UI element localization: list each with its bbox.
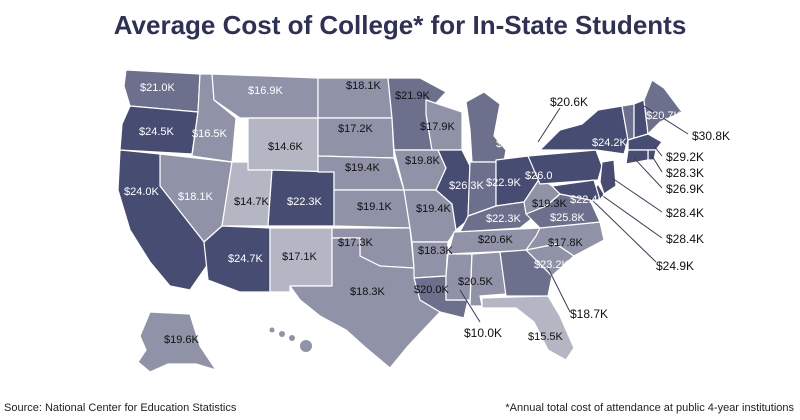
- label-WA: $21.0K: [140, 82, 176, 94]
- state-MS: [445, 253, 473, 301]
- label-UT: $14.7K: [234, 196, 270, 208]
- label-IL: $26.3K: [449, 180, 485, 192]
- label-MA: $29.2K: [666, 150, 704, 164]
- label-AR: $18.3K: [418, 245, 454, 257]
- label-PA: $22.4K: [570, 194, 606, 206]
- state-HI: [269, 327, 312, 352]
- label-OH: $26.0: [525, 170, 553, 182]
- state-GA: [499, 249, 553, 297]
- label-MT: $16.9K: [248, 85, 284, 97]
- leader-MA: [653, 145, 663, 157]
- label-MI: $24.8K: [496, 138, 532, 150]
- source-note: Source: National Center for Education St…: [4, 402, 237, 414]
- label-WI: $17.9K: [420, 121, 456, 133]
- state-NJ: [599, 159, 617, 195]
- leader-DE: [599, 193, 663, 239]
- label-LA: $20.0K: [414, 284, 450, 296]
- label-IA: $19.8K: [405, 155, 441, 167]
- label-IN: $22.9K: [486, 177, 522, 189]
- label-NJ: $28.4K: [666, 206, 704, 220]
- map-title: Average Cost of College* for In-State St…: [113, 10, 687, 40]
- label-SD: $17.2K: [338, 123, 374, 135]
- label-NH: $30.8K: [692, 129, 730, 143]
- label-ND: $18.1K: [346, 80, 382, 92]
- label-DE: $28.4K: [666, 232, 704, 246]
- label-WY: $14.6K: [268, 141, 304, 153]
- state-CA: [117, 149, 209, 291]
- state-MI: [465, 91, 507, 163]
- label-MS: $10.0K: [464, 326, 502, 340]
- state-ME: [643, 79, 683, 135]
- state-MA: [627, 133, 663, 151]
- label-GA: $23.2K: [534, 259, 570, 271]
- label-MD: $24.9K: [656, 259, 694, 273]
- label-ID: $16.5K: [192, 128, 228, 140]
- label-TX: $18.3K: [350, 286, 386, 298]
- state-AK: [137, 311, 217, 373]
- leader-lines: [459, 105, 689, 323]
- label-FL: $15.5K: [528, 331, 564, 343]
- state-MD: [551, 179, 601, 201]
- leader-MD: [587, 195, 657, 263]
- label-AZ: $24.7K: [228, 253, 264, 265]
- label-ME: $20.7K: [646, 110, 682, 122]
- state-PA: [527, 149, 603, 185]
- label-AL: $20.5K: [458, 276, 494, 288]
- leader-RI: [651, 155, 663, 173]
- label-AK: $19.6K: [164, 334, 200, 346]
- state-RI: [647, 149, 657, 161]
- state-CT: [625, 149, 649, 165]
- leader-CT: [633, 157, 663, 189]
- label-CO: $22.3K: [287, 196, 323, 208]
- label-TN: $20.6K: [478, 234, 514, 246]
- label-MN: $21.9K: [395, 90, 431, 102]
- label-NM: $17.1K: [282, 251, 318, 263]
- outside-labels: $20.6K $30.8K $29.2K $28.3K $26.9K $28.4…: [464, 95, 730, 340]
- leader-SC: [547, 267, 571, 313]
- label-NY: $24.2K: [592, 137, 628, 149]
- label-NV: $18.1K: [178, 191, 214, 203]
- label-VT: $20.6K: [550, 95, 588, 109]
- state-IL: [435, 149, 471, 231]
- value-labels: $21.0K $24.5K $16.5K $16.9K $14.6K $18.1…: [124, 80, 682, 346]
- leader-VT: [537, 107, 561, 143]
- leader-NJ: [611, 177, 663, 213]
- label-OR: $24.5K: [139, 126, 175, 138]
- label-RI: $28.3K: [666, 166, 704, 180]
- label-KS: $19.1K: [357, 201, 393, 213]
- label-MO: $19.4K: [416, 203, 452, 215]
- leader-MS: [459, 289, 481, 323]
- label-CA: $24.0K: [124, 186, 160, 198]
- state-NC: [525, 221, 605, 257]
- footnote: *Annual total cost of attendance at publ…: [505, 402, 794, 414]
- state-FL: [481, 295, 575, 361]
- label-SC: $18.7K: [570, 307, 608, 321]
- state-TX: [289, 237, 441, 369]
- label-OK: $17.3K: [338, 237, 374, 249]
- label-WV: $19.3K: [532, 198, 568, 210]
- label-NE: $19.4K: [345, 162, 381, 174]
- label-NC: $17.8K: [548, 237, 584, 249]
- label-CT: $26.9K: [666, 182, 704, 196]
- label-KY: $22.3K: [486, 213, 522, 225]
- state-OR: [119, 105, 199, 155]
- leader-NH: [643, 105, 689, 135]
- label-VA: $25.8K: [550, 212, 586, 224]
